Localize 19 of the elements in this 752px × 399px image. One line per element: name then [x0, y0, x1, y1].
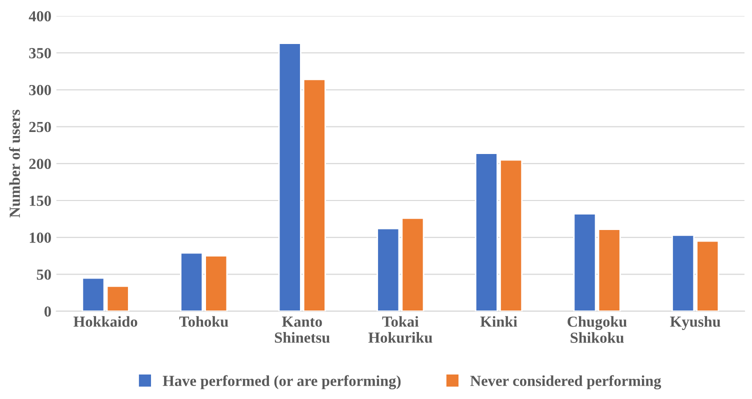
x-tick-label: Kyushu — [670, 316, 720, 330]
y-axis-title: Number of users — [9, 110, 20, 218]
x-tick-label: Kinki — [480, 316, 518, 327]
y-tick-label: 400 — [28, 11, 51, 22]
y-tick-label: 0 — [44, 306, 51, 317]
y-tick-label: 150 — [30, 196, 51, 206]
y-tick-label: 300 — [29, 84, 51, 96]
x-tick-label: Chugoku Shikoku — [568, 316, 627, 343]
legend-label: Have performed (or are performing) — [162, 375, 401, 390]
y-tick-label: 100 — [30, 232, 51, 243]
y-tick-label: 350 — [29, 48, 51, 58]
y-tick-label: 250 — [29, 122, 51, 132]
x-tick-label: Kanto Shinetsu — [274, 316, 330, 343]
y-tick-label: 50 — [36, 269, 51, 280]
legend-label: Never considered performing — [470, 375, 662, 390]
x-tick-label: Tohoku — [179, 316, 228, 327]
x-tick-label: Tokai Hokuriku — [368, 316, 432, 343]
y-tick-label: 200 — [29, 158, 51, 170]
x-tick-label: Hokkaido — [74, 316, 138, 327]
